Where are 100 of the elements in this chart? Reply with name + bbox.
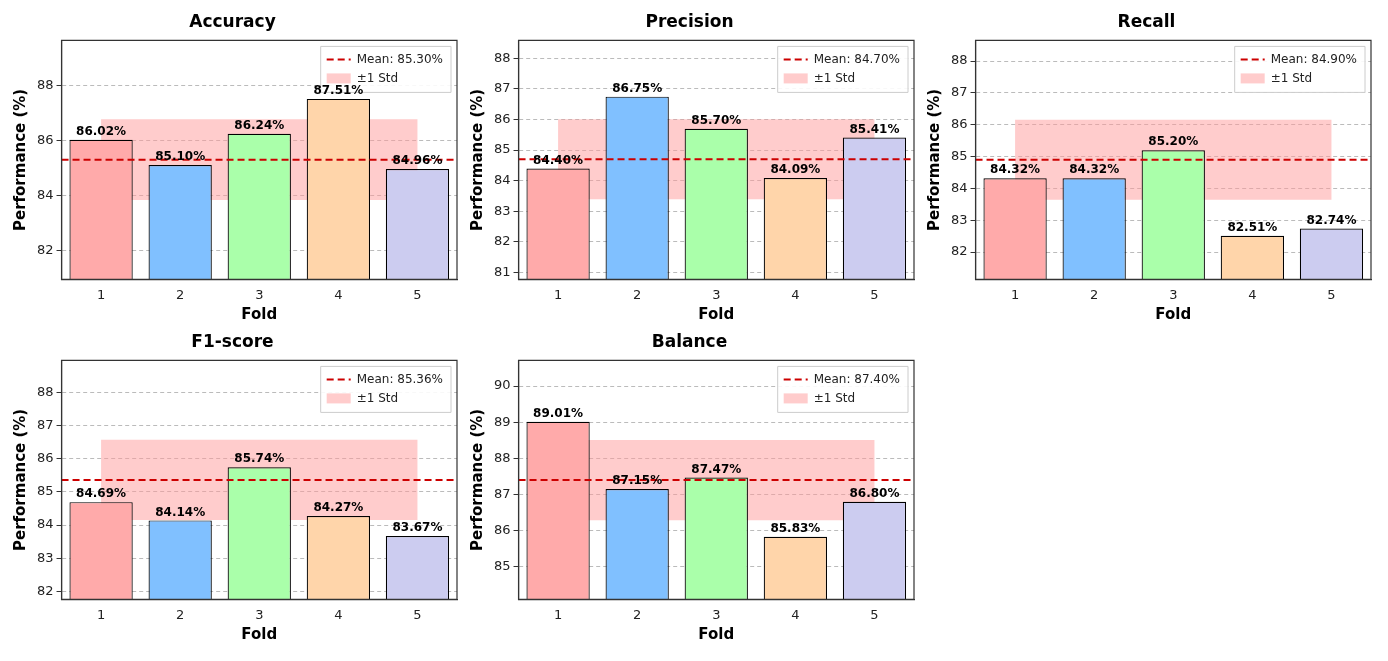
x-tick-label: 4 xyxy=(791,286,800,302)
data-label: 82.74% xyxy=(1306,212,1357,227)
y-tick-label: 82 xyxy=(494,233,511,249)
x-tick-label: 3 xyxy=(255,606,264,622)
x-tick-label: 5 xyxy=(413,286,422,302)
y-tick-label: 85 xyxy=(951,147,968,163)
y-axis-title: Performance (%) xyxy=(10,88,29,232)
y-tick-label: 84 xyxy=(951,179,968,195)
legend-label: ±1 Std xyxy=(1270,70,1313,85)
data-label: 86.24% xyxy=(234,117,285,132)
data-label: 85.83% xyxy=(770,520,821,535)
legend-label: Mean: 85.36% xyxy=(356,371,443,386)
x-tick-label: 1 xyxy=(96,606,106,622)
y-tick-label: 83 xyxy=(951,211,968,227)
x-tick-label: 5 xyxy=(870,286,879,302)
x-tick-label: 5 xyxy=(413,606,422,622)
legend-label: Mean: 85.30% xyxy=(356,51,443,66)
x-axis-title: Fold xyxy=(698,304,735,323)
data-label: 84.96% xyxy=(392,153,443,168)
x-tick-label: 2 xyxy=(176,606,185,622)
y-tick-label: 87 xyxy=(37,416,54,432)
data-label: 85.70% xyxy=(691,112,742,127)
x-tick-label: 3 xyxy=(1169,286,1178,302)
legend-label: ±1 Std xyxy=(813,70,856,85)
chart-title: Recall xyxy=(1117,10,1176,31)
x-tick-label: 1 xyxy=(1010,286,1020,302)
chart-title: F1-score xyxy=(191,330,274,351)
y-tick-label: 90 xyxy=(494,377,511,393)
x-tick-label: 2 xyxy=(633,606,642,622)
chart-title: Precision xyxy=(645,10,734,31)
y-tick-label: 88 xyxy=(37,76,54,92)
y-tick-label: 86 xyxy=(951,116,968,132)
x-tick-label: 1 xyxy=(553,606,563,622)
data-label: 83.67% xyxy=(392,520,443,535)
y-tick-label: 83 xyxy=(494,202,511,218)
x-tick-label: 3 xyxy=(255,286,264,302)
y-tick-label: 84 xyxy=(37,186,54,202)
x-tick-label: 1 xyxy=(553,286,563,302)
y-tick-label: 82 xyxy=(951,243,968,259)
data-label: 85.41% xyxy=(849,121,900,136)
data-label: 84.09% xyxy=(770,162,821,177)
data-label: 84.69% xyxy=(76,486,127,501)
legend-label: ±1 Std xyxy=(813,390,856,405)
y-tick-label: 86 xyxy=(37,131,54,147)
x-tick-label: 3 xyxy=(712,606,721,622)
data-label: 85.74% xyxy=(234,451,285,466)
y-axis-title: Performance (%) xyxy=(924,88,943,232)
y-tick-label: 85 xyxy=(37,483,54,499)
y-tick-label: 89 xyxy=(494,413,511,429)
y-tick-label: 87 xyxy=(494,80,511,96)
data-label: 84.14% xyxy=(155,504,206,519)
data-label: 82.51% xyxy=(1227,219,1278,234)
y-tick-label: 86 xyxy=(37,450,54,466)
data-label: 87.51% xyxy=(313,83,364,98)
y-tick-label: 88 xyxy=(494,49,511,65)
data-label: 85.10% xyxy=(155,149,206,164)
legend-label: Mean: 84.70% xyxy=(813,51,900,66)
x-axis-title: Fold xyxy=(241,304,278,323)
y-tick-label: 87 xyxy=(951,84,968,100)
x-tick-label: 3 xyxy=(712,286,721,302)
data-label: 86.80% xyxy=(849,485,900,500)
y-tick-label: 88 xyxy=(951,52,968,68)
x-tick-label: 4 xyxy=(791,606,800,622)
chart-title: Balance xyxy=(651,330,728,351)
x-tick-label: 4 xyxy=(334,286,343,302)
y-tick-label: 82 xyxy=(37,241,54,257)
x-tick-label: 4 xyxy=(1248,286,1257,302)
y-tick-label: 81 xyxy=(494,263,511,279)
data-label: 89.01% xyxy=(533,405,584,420)
chart-title: Accuracy xyxy=(189,10,276,31)
y-axis-title: Performance (%) xyxy=(467,408,486,552)
y-axis-title: Performance (%) xyxy=(10,408,29,552)
x-tick-label: 5 xyxy=(870,606,879,622)
y-tick-label: 86 xyxy=(494,110,511,126)
data-label: 84.32% xyxy=(990,162,1041,177)
legend-label: Mean: 87.40% xyxy=(813,371,900,386)
y-tick-label: 82 xyxy=(37,582,54,598)
data-label: 84.32% xyxy=(1069,162,1120,177)
x-axis-title: Fold xyxy=(241,624,278,643)
data-label: 87.15% xyxy=(612,473,663,488)
x-tick-label: 4 xyxy=(334,606,343,622)
data-label: 86.02% xyxy=(76,123,127,138)
legend-label: ±1 Std xyxy=(356,70,399,85)
x-tick-label: 2 xyxy=(176,286,185,302)
y-axis-title: Performance (%) xyxy=(467,88,486,232)
data-label: 86.75% xyxy=(612,80,663,95)
x-tick-label: 5 xyxy=(1327,286,1336,302)
y-tick-label: 85 xyxy=(494,558,511,574)
x-axis-title: Fold xyxy=(1155,304,1192,323)
data-label: 84.40% xyxy=(533,152,584,167)
x-tick-label: 1 xyxy=(96,286,106,302)
data-label: 84.27% xyxy=(313,500,364,515)
y-tick-label: 86 xyxy=(494,522,511,538)
x-axis-title: Fold xyxy=(698,624,735,643)
data-label: 87.47% xyxy=(691,461,742,476)
legend-label: Mean: 84.90% xyxy=(1270,51,1357,66)
y-tick-label: 87 xyxy=(494,485,511,501)
y-tick-label: 88 xyxy=(494,449,511,465)
x-tick-label: 2 xyxy=(633,286,642,302)
y-tick-label: 83 xyxy=(37,549,54,565)
